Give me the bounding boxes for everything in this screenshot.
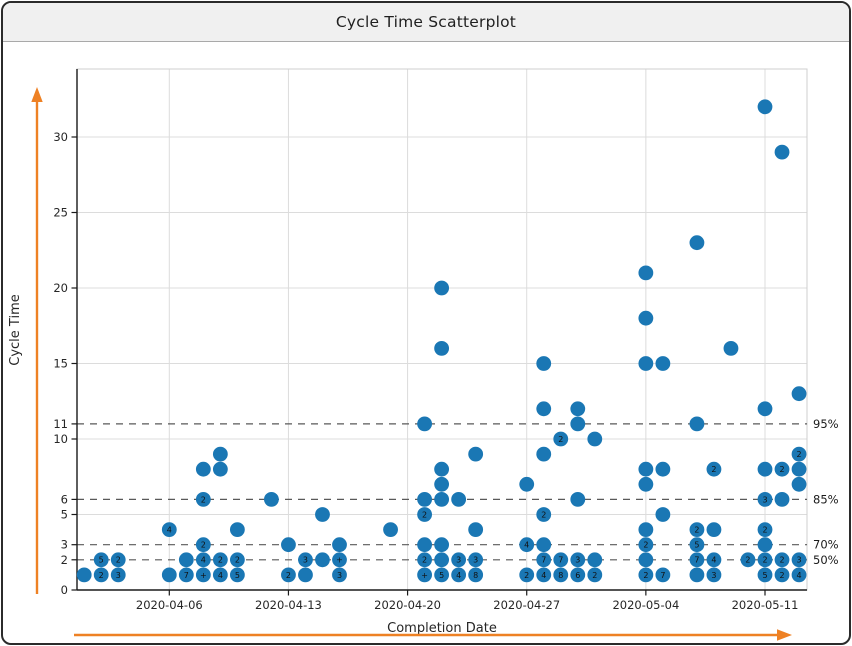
- page-title: Cycle Time Scatterplot: [335, 13, 517, 31]
- title-bar: Cycle Time Scatterplot: [3, 3, 849, 42]
